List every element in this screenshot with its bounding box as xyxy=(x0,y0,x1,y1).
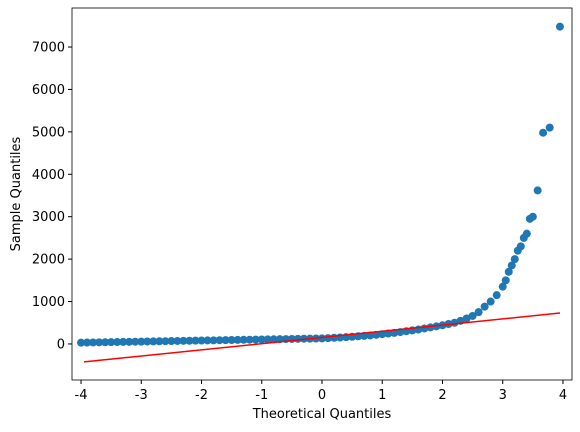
point xyxy=(501,276,510,285)
point xyxy=(239,335,248,344)
point xyxy=(507,261,516,270)
y-tick-label: 6000 xyxy=(32,83,65,98)
point xyxy=(185,336,194,345)
point xyxy=(149,337,158,346)
point xyxy=(95,338,104,347)
x-tick-label: 0 xyxy=(318,388,326,403)
point xyxy=(555,22,564,31)
x-tick-label: -4 xyxy=(75,388,88,403)
point xyxy=(539,128,548,137)
point xyxy=(257,335,266,344)
point xyxy=(522,229,531,238)
point xyxy=(173,336,182,345)
point xyxy=(209,336,218,345)
plot-frame xyxy=(71,7,573,381)
x-tick-label: -1 xyxy=(255,388,268,403)
y-tick-label: 0 xyxy=(57,337,65,352)
y-axis-label: Sample Quantiles xyxy=(9,136,24,251)
point xyxy=(203,336,212,345)
point xyxy=(245,335,254,344)
point xyxy=(137,337,146,346)
reference-line xyxy=(83,312,561,363)
point xyxy=(545,123,554,132)
y-tick-label: 7000 xyxy=(32,41,65,56)
point xyxy=(131,337,140,346)
point xyxy=(155,337,164,346)
x-tick-label: 3 xyxy=(499,388,507,403)
point xyxy=(83,338,92,347)
point xyxy=(474,308,483,317)
point xyxy=(119,337,128,346)
point xyxy=(462,314,471,323)
x-tick-label: -3 xyxy=(135,388,148,403)
point xyxy=(143,337,152,346)
point xyxy=(101,338,110,347)
point xyxy=(197,336,206,345)
x-tick-label: 1 xyxy=(378,388,386,403)
point xyxy=(161,337,170,346)
point xyxy=(113,338,122,347)
y-tick-label: 3000 xyxy=(32,210,65,225)
point xyxy=(77,338,86,347)
point xyxy=(366,331,375,340)
point xyxy=(533,186,542,195)
y-tick-label: 1000 xyxy=(32,295,65,310)
y-tick-label: 5000 xyxy=(32,125,65,140)
point xyxy=(191,336,200,345)
point xyxy=(215,336,224,345)
point xyxy=(251,335,260,344)
point xyxy=(504,267,513,276)
y-tick-label: 2000 xyxy=(32,253,65,268)
point xyxy=(167,337,176,346)
point xyxy=(468,311,477,320)
point xyxy=(221,336,230,345)
point xyxy=(107,338,116,347)
point xyxy=(318,334,326,343)
point xyxy=(480,302,489,311)
point xyxy=(179,336,188,345)
point xyxy=(263,335,272,344)
point xyxy=(498,282,507,291)
point xyxy=(89,338,98,347)
point xyxy=(233,335,242,344)
x-tick-label: 2 xyxy=(438,388,446,403)
point xyxy=(492,291,501,300)
point xyxy=(510,255,519,264)
point xyxy=(227,336,236,345)
point xyxy=(125,337,134,346)
point xyxy=(486,297,495,306)
x-axis-label: Theoretical Quantiles xyxy=(252,407,392,422)
point xyxy=(269,335,278,344)
x-tick-label: -2 xyxy=(195,388,208,403)
point xyxy=(516,242,525,251)
y-tick-label: 4000 xyxy=(32,168,65,183)
x-tick-label: 4 xyxy=(559,388,567,403)
point xyxy=(528,212,537,221)
